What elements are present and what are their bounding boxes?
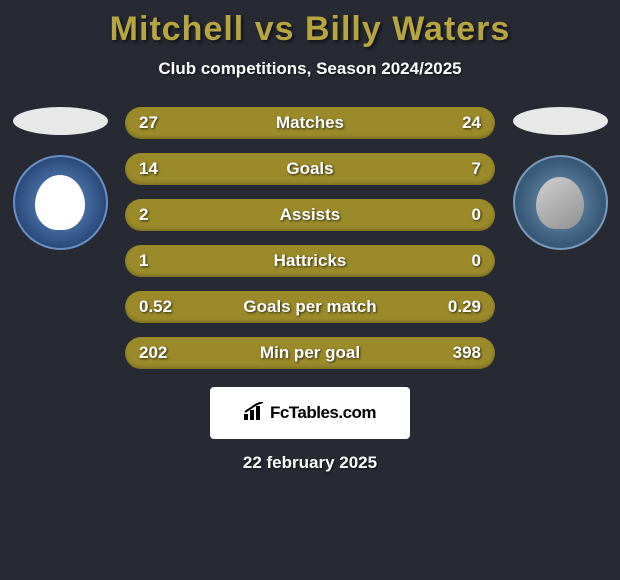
stat-label: Assists: [280, 205, 340, 225]
stat-right-value: 0.29: [448, 297, 481, 317]
branding-box: FcTables.com: [210, 387, 410, 439]
stat-row-assists: 2 Assists 0: [125, 199, 495, 231]
stat-row-hattricks: 1 Hattricks 0: [125, 245, 495, 277]
stat-label: Goals per match: [243, 297, 376, 317]
page-title: Mitchell vs Billy Waters: [110, 10, 511, 49]
stat-right-value: 7: [472, 159, 481, 179]
stat-right-value: 398: [453, 343, 481, 363]
stat-row-goals-per-match: 0.52 Goals per match 0.29: [125, 291, 495, 323]
stats-column: 27 Matches 24 14 Goals 7 2 Assists 0 1 H…: [125, 107, 495, 369]
page-subtitle: Club competitions, Season 2024/2025: [158, 59, 461, 79]
stat-right-value: 24: [462, 113, 481, 133]
chart-icon: [244, 402, 266, 425]
club-badge-left: [13, 155, 108, 250]
club-badge-right: [513, 155, 608, 250]
stat-label: Goals: [286, 159, 333, 179]
stat-label: Hattricks: [274, 251, 347, 271]
stat-row-matches: 27 Matches 24: [125, 107, 495, 139]
player-right-column: [510, 107, 610, 250]
player-left-column: [10, 107, 110, 250]
stat-left-value: 14: [139, 159, 158, 179]
stat-row-goals: 14 Goals 7: [125, 153, 495, 185]
stat-left-value: 202: [139, 343, 167, 363]
player-photo-right: [513, 107, 608, 135]
stat-right-value: 0: [472, 205, 481, 225]
comparison-area: 27 Matches 24 14 Goals 7 2 Assists 0 1 H…: [0, 107, 620, 369]
stat-right-value: 0: [472, 251, 481, 271]
infographic-container: Mitchell vs Billy Waters Club competitio…: [0, 0, 620, 483]
stat-label: Min per goal: [260, 343, 360, 363]
stat-left-value: 27: [139, 113, 158, 133]
player-photo-left: [13, 107, 108, 135]
stat-label: Matches: [276, 113, 344, 133]
stat-left-value: 1: [139, 251, 148, 271]
stat-left-value: 2: [139, 205, 148, 225]
date-text: 22 february 2025: [243, 453, 377, 473]
stat-row-min-per-goal: 202 Min per goal 398: [125, 337, 495, 369]
stat-left-value: 0.52: [139, 297, 172, 317]
branding-text: FcTables.com: [270, 403, 376, 423]
